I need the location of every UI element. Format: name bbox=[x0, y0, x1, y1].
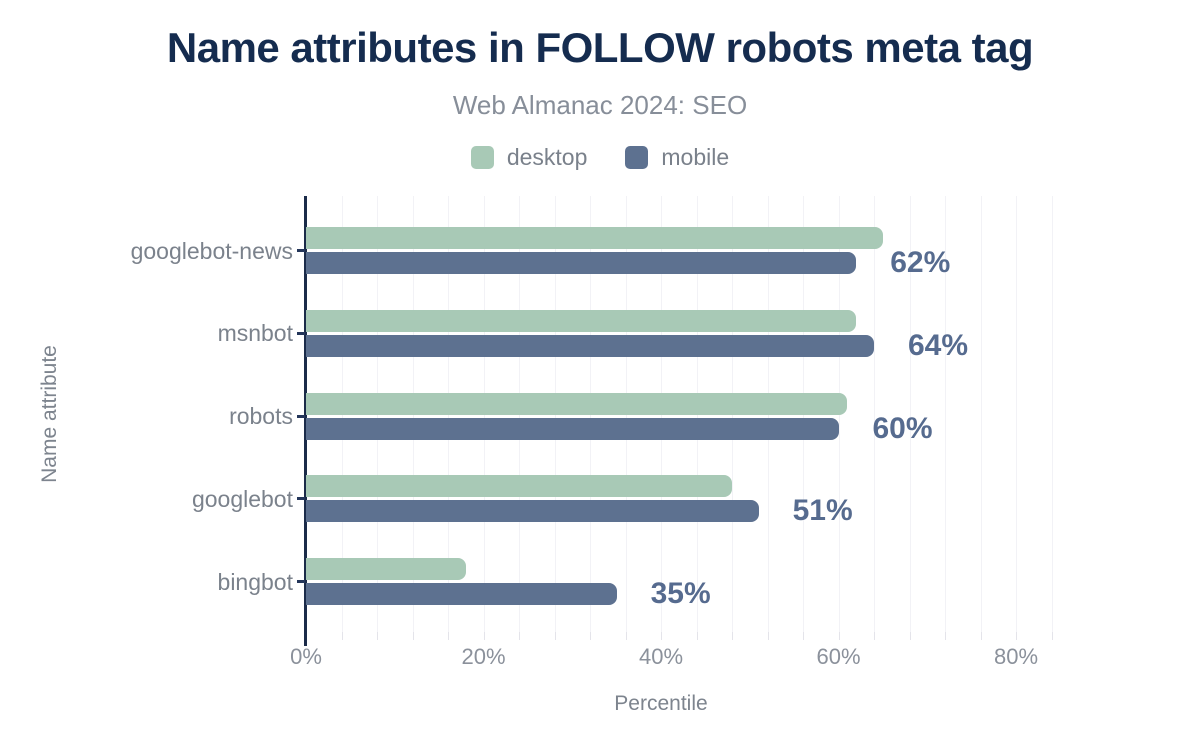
bar-desktop-bingbot[interactable] bbox=[306, 558, 466, 580]
x-minor-tick-44pct bbox=[696, 632, 698, 640]
x-minor-tick-24pct bbox=[519, 632, 520, 640]
y-axis-tick-msnbot bbox=[297, 331, 305, 335]
gridline-84pct bbox=[1051, 196, 1053, 632]
y-axis-tick-bingbot bbox=[297, 580, 305, 583]
x-minor-tick-84pct bbox=[1051, 632, 1053, 640]
gridline-68pct bbox=[909, 196, 911, 632]
x-minor-tick-72pct bbox=[945, 632, 946, 640]
bar-mobile-googlebot[interactable] bbox=[306, 500, 759, 523]
category-label-bingbot: bingbot bbox=[217, 568, 293, 595]
gridline-72pct bbox=[945, 196, 946, 632]
x-minor-tick-32pct bbox=[590, 632, 591, 640]
y-axis-tick-googlebot-news bbox=[297, 249, 305, 252]
bar-mobile-googlebot-news[interactable] bbox=[306, 252, 857, 274]
x-minor-tick-76pct bbox=[980, 632, 982, 640]
x-minor-tick-16pct bbox=[448, 632, 449, 640]
legend-label-desktop: desktop bbox=[506, 144, 588, 170]
bar-mobile-msnbot[interactable] bbox=[306, 334, 874, 357]
x-minor-tick-28pct bbox=[554, 632, 556, 640]
gridline-76pct bbox=[980, 196, 982, 632]
gridline-64pct bbox=[874, 196, 875, 632]
value-label-msnbot: 64% bbox=[908, 328, 969, 362]
bar-desktop-msnbot[interactable] bbox=[306, 309, 857, 332]
y-axis-tick-googlebot bbox=[297, 497, 305, 501]
value-label-googlebot: 51% bbox=[792, 494, 853, 528]
x-axis-title: Percentile bbox=[614, 692, 708, 715]
legend-label-mobile: mobile bbox=[661, 144, 730, 170]
value-label-bingbot: 35% bbox=[650, 577, 711, 610]
x-minor-tick-68pct bbox=[909, 632, 911, 640]
gridline-80pct bbox=[1016, 196, 1017, 632]
x-tick-label-20pct: 20% bbox=[461, 644, 506, 669]
bar-mobile-robots[interactable] bbox=[306, 417, 839, 440]
x-minor-tick-56pct bbox=[803, 632, 804, 640]
category-label-googlebot-news: googlebot-news bbox=[130, 237, 293, 264]
x-minor-tick-36pct bbox=[625, 632, 627, 640]
y-axis-tick-robots bbox=[297, 414, 305, 418]
legend-item-desktop[interactable]: desktop bbox=[470, 144, 588, 171]
x-minor-tick-40pct bbox=[661, 632, 662, 640]
x-minor-tick-20pct bbox=[483, 632, 485, 640]
y-axis-line bbox=[304, 196, 307, 646]
bar-mobile-bingbot[interactable] bbox=[306, 583, 617, 605]
chart-title: Name attributes in FOLLOW robots meta ta… bbox=[166, 24, 1034, 71]
x-tick-label-0pct: 0% bbox=[290, 644, 322, 669]
x-tick-label-40pct: 40% bbox=[638, 644, 684, 669]
legend-swatch-mobile bbox=[625, 146, 649, 169]
category-label-googlebot: googlebot bbox=[191, 485, 293, 512]
x-minor-tick-4pct bbox=[341, 632, 343, 640]
chart-subtitle: Web Almanac 2024: SEO bbox=[452, 90, 748, 120]
value-label-robots: 60% bbox=[872, 411, 933, 445]
legend-item-mobile[interactable]: mobile bbox=[625, 144, 729, 171]
x-minor-tick-48pct bbox=[732, 632, 733, 640]
bar-desktop-googlebot[interactable] bbox=[306, 475, 732, 498]
x-minor-tick-60pct bbox=[838, 632, 840, 640]
legend: desktop mobile bbox=[0, 144, 1200, 171]
legend-swatch-desktop bbox=[470, 146, 494, 169]
x-minor-tick-52pct bbox=[767, 632, 769, 640]
x-tick-label-80pct: 80% bbox=[993, 644, 1039, 669]
value-label-googlebot-news: 62% bbox=[890, 246, 951, 279]
x-minor-tick-12pct bbox=[412, 632, 414, 640]
category-label-robots: robots bbox=[229, 403, 293, 429]
x-minor-tick-64pct bbox=[874, 632, 875, 640]
bar-desktop-robots[interactable] bbox=[306, 392, 848, 415]
x-minor-tick-8pct bbox=[377, 632, 378, 640]
bar-desktop-googlebot-news[interactable] bbox=[306, 227, 883, 249]
x-minor-tick-80pct bbox=[1016, 632, 1017, 640]
category-label-msnbot: msnbot bbox=[217, 320, 293, 347]
x-tick-label-60pct: 60% bbox=[816, 644, 861, 669]
